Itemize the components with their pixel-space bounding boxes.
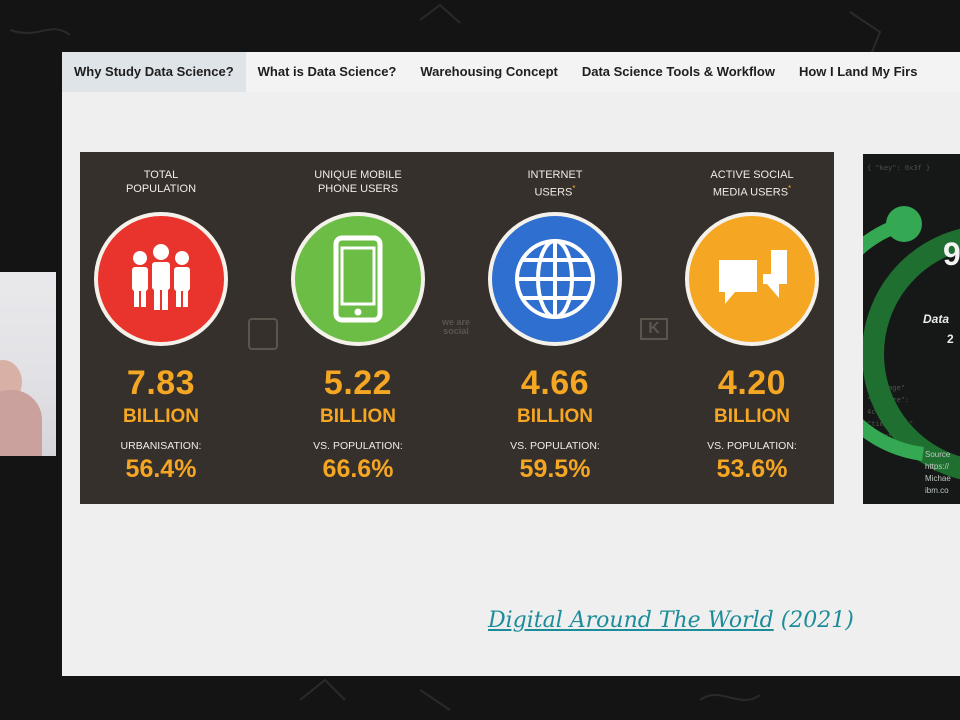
stat-social-media-users: ACTIVE SOCIAL MEDIA USERS* 4.20 BILLION … <box>657 152 847 504</box>
kepios-logo: K <box>640 318 668 340</box>
stat-sub-value: 53.6% <box>716 455 788 483</box>
side-image-text: Data <box>923 312 950 326</box>
stat-unit: BILLION <box>517 406 593 427</box>
stat-value: 7.83 <box>126 364 196 402</box>
webcam-feed <box>0 272 56 456</box>
slide-content: Why Study Data Science? What is Data Sci… <box>62 52 960 676</box>
stat-sub-value: 66.6% <box>322 455 394 483</box>
stat-sub-label: vs. POPULATION: <box>707 440 797 452</box>
digital-around-the-world-link[interactable]: Digital Around The World <box>488 608 774 633</box>
stat-value: 4.66 <box>520 364 590 402</box>
mobile-phone-icon <box>333 235 383 323</box>
stat-unit: BILLION <box>320 406 396 427</box>
stat-value: 5.22 <box>323 364 393 402</box>
hootsuite-logo <box>248 318 278 350</box>
stat-circle <box>291 212 425 346</box>
stat-sub-value: 59.5% <box>519 455 591 483</box>
tab-data-science-tools[interactable]: Data Science Tools & Workflow <box>581 64 775 79</box>
stat-sub-label: vs. POPULATION: <box>510 440 600 452</box>
stat-label: UNIQUE MOBILE PHONE USERS <box>314 169 402 195</box>
stat-circle <box>488 212 622 346</box>
chat-bubbles-icon <box>719 250 787 304</box>
tab-warehousing-concept[interactable]: Warehousing Concept <box>420 64 558 79</box>
people-icon <box>132 244 190 310</box>
tab-how-i-land-my-first[interactable]: How I Land My Firs <box>798 64 918 79</box>
caption-year: (2021) <box>780 608 854 633</box>
stat-label: INTERNET USERS* <box>527 169 583 199</box>
stat-circle <box>685 212 819 346</box>
stat-label: TOTAL POPULATION <box>125 169 197 195</box>
stat-sub-label: vs. POPULATION: <box>313 440 403 452</box>
person-body <box>0 390 42 456</box>
stat-sub-label: URBANISATION: <box>120 440 202 452</box>
progress-ring-icon <box>863 206 960 480</box>
stat-mobile-users: UNIQUE MOBILE PHONE USERS 5.22 BILLION v… <box>263 152 453 504</box>
tab-what-is-data-science[interactable]: What is Data Science? <box>257 64 397 79</box>
stat-label: ACTIVE SOCIAL MEDIA USERS* <box>710 169 794 199</box>
tab-bar: Why Study Data Science? What is Data Sci… <box>62 52 960 92</box>
stat-sub-value: 56.4% <box>125 455 197 483</box>
side-image-source: Source <box>925 450 951 459</box>
stat-total-population: TOTAL POPULATION 7.83 BILLION URBANISATI… <box>66 152 256 504</box>
stat-circle <box>94 212 228 346</box>
stat-unit: BILLION <box>123 406 199 427</box>
side-image-number: 9 <box>943 236 960 272</box>
stat-unit: BILLION <box>714 406 790 427</box>
tab-why-study-data-science[interactable]: Why Study Data Science? <box>62 52 246 92</box>
globe-icon <box>515 239 595 319</box>
side-image-text-2: 2 <box>947 332 954 346</box>
stat-internet-users: INTERNET USERS* 4.66 BILLION vs. PO <box>460 152 650 504</box>
data-science-image: { "key": 0x3f } "message" "analyze": 4c-… <box>863 154 960 504</box>
we-are-social-logo: we are social <box>441 317 471 336</box>
stat-value: 4.20 <box>717 364 787 402</box>
digital-stats-infographic: TOTAL POPULATION 7.83 BILLION URBANISATI… <box>80 152 834 504</box>
caption: Digital Around The World (2021) <box>488 608 854 633</box>
